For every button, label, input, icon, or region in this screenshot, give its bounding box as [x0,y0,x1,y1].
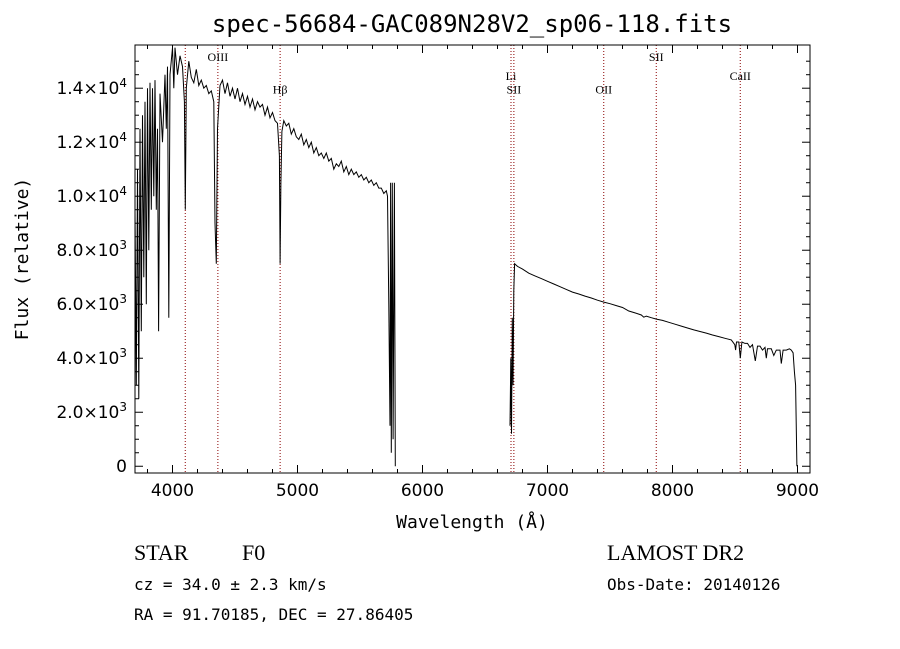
spectral-line-label: SII [507,83,522,97]
spectrum-traces [134,47,798,467]
spectral-line-label: OIII [208,50,229,64]
x-axis-label: Wavelength (Å) [396,511,548,533]
x-tick-label: 4000 [151,481,194,501]
y-tick-label: 6.0×103 [56,292,127,315]
x-tick-label: 6000 [401,481,444,501]
x-axis-ticks: 4000 5000 6000 7000 8000 9000 [147,45,819,501]
sky-coordinates: RA = 91.70185, DEC = 27.86405 [134,605,413,624]
y-tick-label: 4.0×103 [56,346,127,369]
spectrum-segment-2 [509,262,798,467]
observation-date: Obs-Date: 20140126 [607,575,780,594]
x-tick-label: 5000 [276,481,319,501]
redshift-value: cz = 34.0 ± 2.3 km/s [134,575,327,594]
y-tick-label: 1.2×104 [56,130,127,153]
y-tick-label: 1.4×104 [56,76,127,99]
spectral-line-label: SII [649,50,664,64]
y-tick-label: 8.0×103 [56,238,127,261]
survey-name: LAMOST DR2 [607,540,744,565]
spectral-line-label: Hβ [273,83,288,97]
spectral-line-label: OII [595,83,612,97]
y-axis-label: Flux (relative) [12,178,33,341]
x-tick-label: 7000 [526,481,569,501]
chart-title: spec-56684-GAC089N28V2_sp06-118.fits [212,10,732,38]
y-tick-label: 2.0×103 [56,400,127,423]
spectral-line-label: CaII [730,69,751,83]
spectral-line-label: Li [506,69,517,83]
y-tick-label: 0 [116,457,127,477]
y-tick-label: 1.0×104 [56,184,127,207]
spectral-subclass: F0 [242,540,265,565]
spectrum-segment-1 [134,47,396,467]
axes-frame [134,44,811,474]
object-class: STAR [134,540,189,565]
x-tick-label: 9000 [776,481,819,501]
x-tick-label: 8000 [651,481,694,501]
y-axis-ticks: 0 2.0×103 4.0×103 6.0×103 8.0×103 1.0×104 1.2×… [56,60,810,477]
